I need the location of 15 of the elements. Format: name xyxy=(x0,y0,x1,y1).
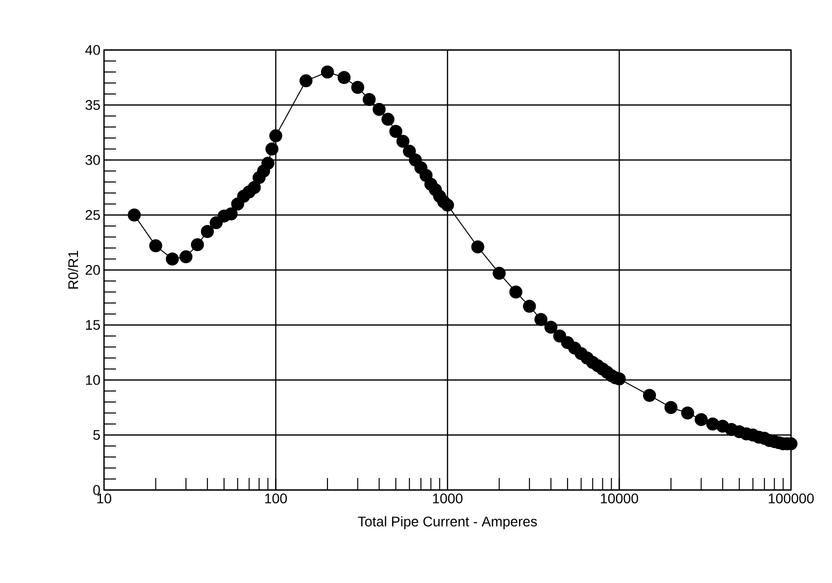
y-tick-label: 20 xyxy=(86,265,100,275)
y-tick-label: 25 xyxy=(86,210,100,220)
y-tick-label: 30 xyxy=(86,155,100,165)
y-tick-label: 5 xyxy=(93,430,100,440)
y-tick-label: 15 xyxy=(86,320,100,330)
x-tick-label: 100 xyxy=(265,493,287,504)
x-axis-title: Total Pipe Current - Amperes xyxy=(358,516,537,530)
x-tick-label: 10000 xyxy=(600,493,638,504)
y-tick-label: 10 xyxy=(86,375,100,385)
x-tick-label: 100000 xyxy=(768,493,814,504)
y-tick-label: 35 xyxy=(86,100,100,110)
y-tick-label: 0 xyxy=(93,485,100,495)
y-tick-label: 40 xyxy=(85,45,100,55)
x-tick-label: 1000 xyxy=(433,493,462,504)
y-axis-title: R0/R1 xyxy=(68,250,78,289)
